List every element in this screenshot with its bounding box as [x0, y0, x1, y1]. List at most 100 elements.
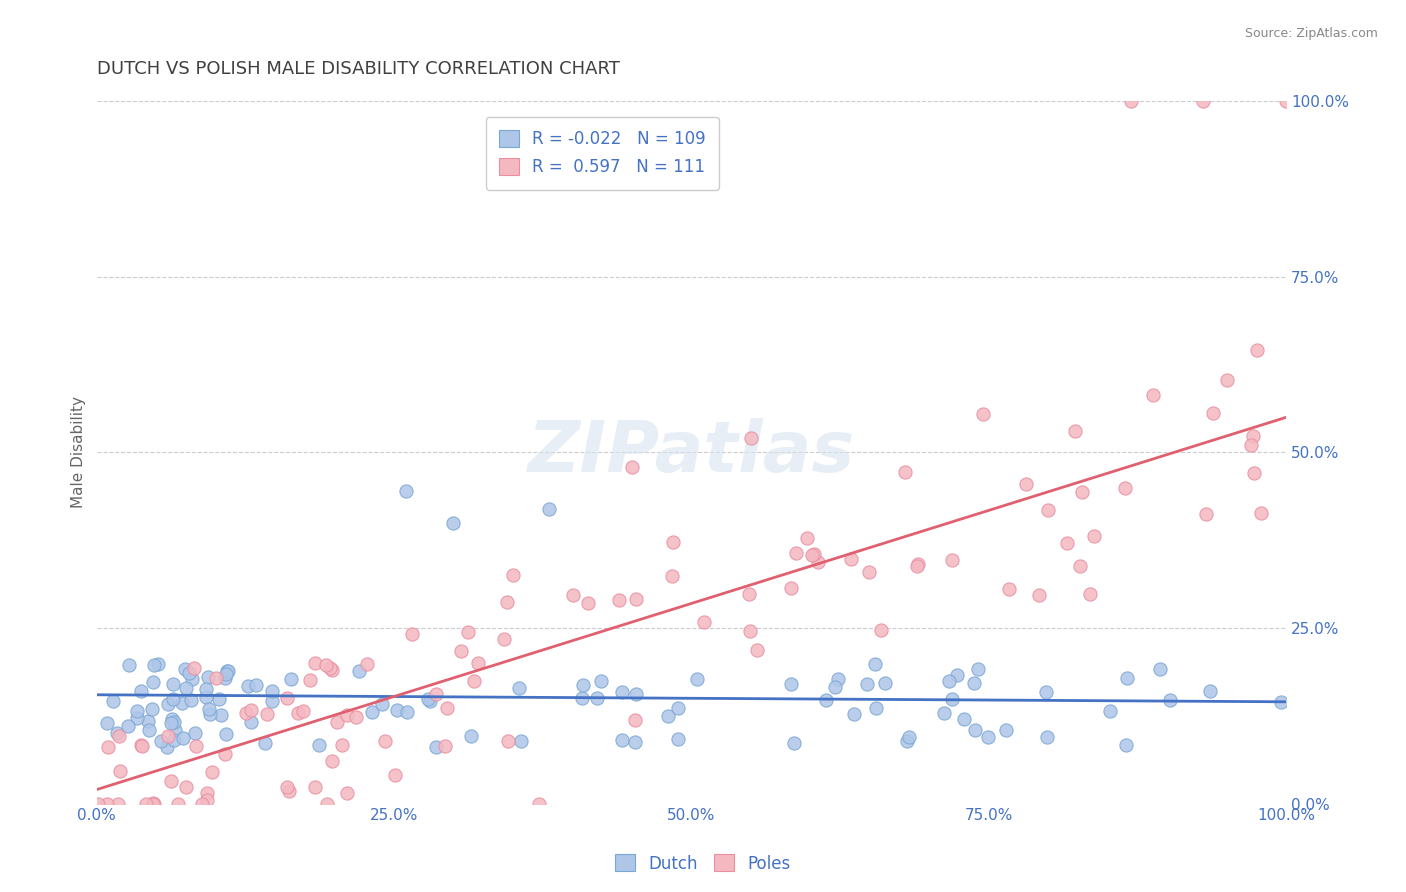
Point	[1083, 529, 1105, 543]
Point	[197, 670, 219, 684]
Point	[108, 730, 131, 744]
Point	[796, 531, 818, 545]
Point	[963, 675, 986, 690]
Point	[1159, 693, 1181, 707]
Point	[240, 714, 263, 729]
Point	[240, 703, 263, 717]
Point	[1015, 477, 1038, 491]
Point	[1114, 481, 1136, 495]
Point	[932, 706, 955, 720]
Point	[142, 797, 165, 811]
Point	[1035, 685, 1057, 699]
Point	[198, 702, 221, 716]
Point	[87, 797, 110, 811]
Point	[783, 736, 806, 750]
Point	[162, 692, 184, 706]
Point	[167, 797, 190, 811]
Point	[384, 768, 406, 782]
Point	[510, 733, 533, 747]
Point	[135, 797, 157, 811]
Point	[304, 780, 326, 794]
Point	[492, 632, 515, 647]
Point	[1099, 704, 1122, 718]
Point	[245, 678, 267, 692]
Point	[395, 484, 418, 499]
Point	[214, 667, 236, 681]
Point	[738, 587, 761, 601]
Point	[118, 657, 141, 672]
Point	[215, 664, 238, 678]
Point	[607, 592, 630, 607]
Point	[156, 697, 179, 711]
Point	[127, 710, 149, 724]
Point	[155, 740, 177, 755]
Point	[321, 754, 343, 768]
Point	[191, 797, 214, 811]
Point	[1078, 586, 1101, 600]
Point	[146, 657, 169, 672]
Text: Source: ZipAtlas.com: Source: ZipAtlas.com	[1244, 27, 1378, 40]
Point	[201, 764, 224, 779]
Point	[610, 733, 633, 747]
Point	[174, 780, 197, 794]
Point	[131, 739, 153, 753]
Point	[995, 723, 1018, 738]
Point	[374, 734, 396, 748]
Point	[1069, 559, 1091, 574]
Point	[131, 684, 153, 698]
Point	[150, 733, 173, 747]
Point	[330, 738, 353, 752]
Point	[143, 657, 166, 672]
Point	[952, 712, 974, 726]
Point	[1199, 684, 1222, 698]
Point	[107, 797, 129, 811]
Point	[96, 797, 118, 811]
Point	[1250, 506, 1272, 520]
Point	[198, 707, 221, 722]
Point	[586, 691, 609, 706]
Point	[141, 702, 163, 716]
Point	[129, 738, 152, 752]
Point	[800, 548, 823, 562]
Point	[589, 673, 612, 688]
Point	[527, 797, 550, 811]
Point	[304, 656, 326, 670]
Point	[163, 732, 186, 747]
Point	[1115, 671, 1137, 685]
Point	[276, 780, 298, 794]
Point	[159, 716, 181, 731]
Point	[215, 727, 238, 741]
Point	[896, 733, 918, 747]
Point	[138, 723, 160, 738]
Point	[457, 625, 479, 640]
Point	[870, 623, 893, 637]
Point	[194, 690, 217, 704]
Point	[235, 706, 257, 721]
Point	[572, 678, 595, 692]
Point	[162, 715, 184, 730]
Point	[238, 679, 260, 693]
Point	[321, 663, 343, 677]
Point	[180, 673, 202, 687]
Y-axis label: Male Disability: Male Disability	[72, 397, 86, 508]
Point	[195, 681, 218, 696]
Point	[143, 797, 166, 811]
Point	[779, 581, 801, 595]
Point	[1056, 536, 1078, 550]
Point	[105, 726, 128, 740]
Point	[858, 565, 880, 579]
Point	[693, 615, 716, 629]
Point	[260, 694, 283, 708]
Point	[180, 693, 202, 707]
Point	[344, 710, 367, 724]
Point	[173, 662, 195, 676]
Point	[127, 704, 149, 718]
Point	[280, 672, 302, 686]
Point	[963, 723, 986, 737]
Point	[562, 588, 585, 602]
Point	[315, 658, 337, 673]
Point	[214, 747, 236, 762]
Point	[620, 459, 643, 474]
Point	[938, 673, 960, 688]
Point	[450, 643, 472, 657]
